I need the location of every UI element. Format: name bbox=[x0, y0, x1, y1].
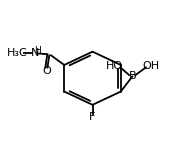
Text: B: B bbox=[129, 71, 136, 81]
Text: HO: HO bbox=[106, 61, 123, 71]
Text: OH: OH bbox=[142, 61, 159, 71]
Text: F: F bbox=[89, 112, 96, 122]
Text: H: H bbox=[34, 46, 41, 55]
Text: N: N bbox=[31, 48, 39, 58]
Text: H₃C: H₃C bbox=[7, 48, 28, 58]
Text: O: O bbox=[43, 66, 51, 76]
